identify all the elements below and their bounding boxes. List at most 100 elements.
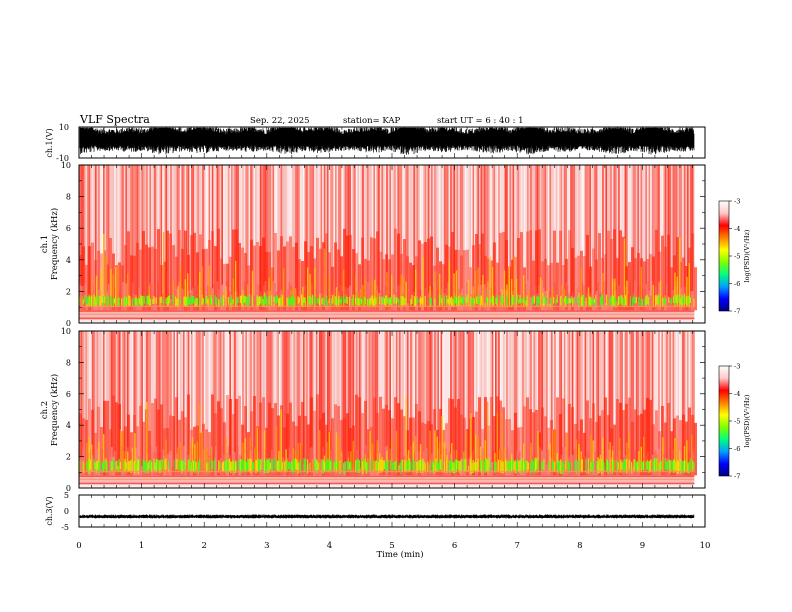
spectrogram-burst	[691, 435, 693, 473]
spectrogram-burst	[523, 443, 525, 473]
spectrogram-column	[309, 331, 311, 449]
spectrogram-column	[591, 165, 593, 303]
spectrogram-burst	[311, 458, 314, 473]
spectrogram-column	[443, 165, 446, 294]
spectrogram-lowband	[442, 264, 445, 311]
spectrogram-column	[211, 165, 214, 289]
spectrogram-bottom-strip	[79, 484, 695, 488]
spectrogram-burst	[328, 431, 330, 473]
spectrogram-column	[621, 331, 623, 460]
spectrogram-lowfreq-band	[177, 299, 179, 307]
spectrogram-column	[199, 165, 201, 301]
spectrogram-column	[645, 331, 647, 456]
spectrogram-column	[155, 331, 158, 447]
spectrogram-lowband	[502, 407, 505, 476]
spectrogram-burst	[405, 396, 407, 473]
spectrogram-lowfreq-band	[103, 462, 105, 472]
spectrogram-lowfreq-band	[632, 297, 634, 308]
spectrogram-lowband	[493, 416, 496, 476]
spectrogram-column	[202, 165, 204, 299]
spectrogram-column	[434, 331, 436, 465]
spectrogram-lowband	[220, 408, 223, 476]
spectrogram-column	[109, 165, 111, 296]
spectrogram-lowband	[439, 261, 442, 311]
time-tick-label: 3	[264, 541, 269, 551]
freq-tick-label: 10	[61, 327, 71, 336]
spectrogram-column	[607, 331, 609, 462]
spectrogram-column	[101, 331, 103, 450]
spectrogram-column	[293, 165, 295, 287]
spectrogram-lowband	[682, 414, 685, 476]
spectrogram-burst	[566, 434, 568, 473]
spectrogram-column	[266, 165, 268, 291]
spectrogram-column	[378, 331, 380, 453]
spectrogram-lowband	[487, 425, 490, 476]
spectrogram-column	[338, 165, 340, 292]
spectrogram-column	[186, 165, 188, 283]
spectrogram-column	[386, 165, 388, 295]
spectrogram-lowfreq-band	[531, 297, 533, 306]
spectrogram-lowfreq-band	[580, 296, 582, 306]
spectrogram-lowfreq-band	[453, 297, 455, 306]
spectrogram-burst	[427, 461, 429, 473]
spectrogram-column	[599, 165, 601, 294]
spectrogram-column	[256, 331, 259, 463]
spectrogram-lowfreq-band	[693, 298, 695, 307]
spectrogram-lowfreq-band	[101, 298, 103, 303]
spectrogram-lowfreq-band	[339, 460, 341, 474]
spectrogram-lowband	[106, 400, 109, 476]
spectrogram-lowband	[163, 261, 166, 311]
spectrogram-lowfreq-band	[526, 295, 528, 307]
spectrogram-lowfreq-band	[631, 462, 633, 474]
time-tick-label: 1	[139, 541, 144, 551]
spectrogram-burst	[230, 301, 232, 308]
spectrogram-lowfreq-band	[637, 461, 639, 473]
spectrogram-lowfreq-band	[671, 461, 673, 471]
spectrogram-lowfreq-band	[319, 299, 321, 306]
spectrogram-lowfreq-band	[460, 298, 462, 303]
spectrogram-lowfreq-band	[155, 459, 157, 473]
spectrogram-column	[219, 331, 222, 459]
spectrogram-lowfreq-band	[95, 461, 97, 473]
spectrogram-lowfreq-band	[165, 458, 167, 470]
spectrogram-lowband	[325, 233, 328, 311]
spectrogram-lowfreq-band	[635, 296, 637, 304]
spectrogram-column	[495, 165, 497, 287]
spectrogram-column	[235, 165, 238, 292]
spectrogram-lowfreq-band	[406, 460, 408, 473]
spectrogram-column	[266, 331, 268, 458]
spectrogram-lowfreq-band	[514, 460, 516, 473]
spectrogram-lowfreq-band	[375, 297, 377, 305]
spectrogram-lowfreq-band	[657, 295, 659, 307]
spectrogram-burst	[335, 432, 338, 473]
spectrogram-lowfreq-band	[607, 460, 609, 473]
spectrogram-lowband	[598, 415, 601, 476]
spectrogram-lowfreq-band	[530, 462, 532, 474]
spectrogram-lowband	[514, 257, 517, 311]
spectrogram-lowfreq-band	[359, 298, 361, 304]
spectrogram-lowfreq-band	[387, 297, 389, 304]
spectrogram-lowfreq-band	[226, 458, 228, 473]
spectrogram-lowfreq-band	[193, 296, 195, 304]
spectrogram-lowband	[523, 406, 526, 476]
spectrogram-column	[375, 331, 377, 469]
spectrogram-column	[437, 331, 439, 449]
spectrogram-column	[107, 165, 110, 285]
spectrogram-lowband	[613, 424, 616, 476]
spectrogram-lowfreq-band	[345, 295, 347, 304]
spectrogram-column	[453, 331, 455, 450]
spectrogram-lowfreq-band	[385, 295, 387, 307]
spectrogram-column	[213, 165, 215, 285]
spectrogram-column	[571, 165, 574, 293]
spectrogram-burst	[585, 297, 587, 308]
spectrogram-lowfreq-band	[373, 298, 375, 307]
spectrogram-column	[466, 331, 468, 459]
spectrogram-lowband	[235, 229, 238, 311]
spectrogram-lowband	[124, 245, 127, 311]
spectrogram-lowband	[604, 397, 607, 476]
spectrogram-lowfreq-band	[243, 460, 245, 470]
spectrogram-lowband	[568, 230, 571, 311]
spectrogram-column	[527, 331, 529, 463]
